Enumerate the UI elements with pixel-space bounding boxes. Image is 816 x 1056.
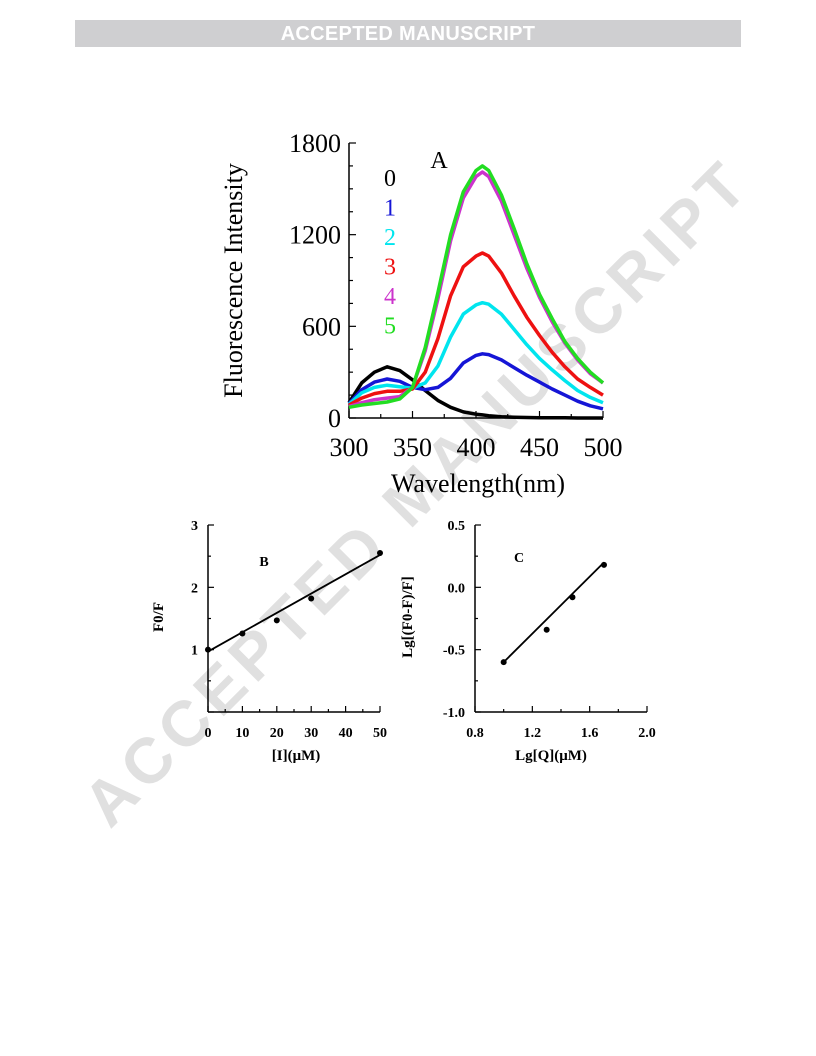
panel-a-legend-entry-5: 5 (384, 314, 396, 340)
accepted-manuscript-banner: ACCEPTED MANUSCRIPT (75, 20, 741, 47)
panel-b-x-tick-label: 0 (205, 726, 212, 741)
panel-b-label: B (259, 555, 268, 570)
panel-c-x-axis-label: Lg[Q](μM) (515, 748, 587, 764)
panel-b-x-axis-label: [I](μM) (272, 748, 320, 764)
panel-b-x-tick-label: 10 (235, 726, 249, 741)
panel-c-y-tick-label: -0.5 (443, 644, 465, 659)
panel-a-series-2-line (347, 300, 604, 406)
panel-b-fit-line (207, 554, 381, 653)
panel-b-data-point (377, 550, 383, 557)
panel-b-y-tick-label: 1 (191, 644, 198, 659)
panel-a-series-0-line (347, 365, 603, 420)
panel-b-y-axis-label: F0/F (151, 602, 167, 632)
panel-b-x-tick-label: 50 (373, 726, 387, 741)
panel-a-y-tick-label: 0 (328, 404, 341, 433)
panel-c-data-point (543, 626, 550, 633)
panel-c-data-point (500, 659, 507, 666)
panel-a-label: A (430, 148, 448, 174)
panel-c-x-tick-label: 0.8 (466, 726, 484, 741)
panel-c-chart: 0.5 0.0 -0.5 -1.00.8 1.2 1.6 2.0 Lg[Q](μM) Lg[(F… (400, 519, 656, 764)
panel-a-y-tick-label: 1800 (289, 129, 341, 158)
panel-b-y-tick-label: 3 (191, 519, 198, 534)
panel-a-x-tick-label: 300 (330, 433, 369, 462)
panel-a-x-tick-label: 500 (584, 433, 623, 462)
panel-c-y-tick-label: 0.5 (448, 519, 466, 534)
panel-a-legend-entry-2: 2 (384, 225, 396, 251)
panel-a-y-tick-label: 1200 (289, 221, 341, 250)
panel-a-x-axis-label: Wavelength(nm) (391, 469, 565, 498)
panel-c-y-tick-label: 0.0 (448, 581, 466, 596)
panel-a-x-tick-label: 450 (520, 433, 559, 462)
panel-c-y-axis-label: Lg[(F0-F)/F] (400, 576, 416, 658)
panel-a-y-tick-label: 600 (302, 312, 341, 341)
panel-b-x-tick-label: 20 (270, 726, 284, 741)
panel-b-data-point (308, 595, 315, 602)
panel-b-y-tick-label: 2 (191, 581, 198, 596)
panel-a-legend-entry-0: 0 (384, 166, 396, 192)
panel-b-data-point (273, 617, 280, 624)
panel-c-fit-line (503, 561, 605, 663)
panel-c-x-tick-label: 1.6 (581, 726, 599, 741)
panel-b-data-point (239, 630, 246, 637)
panel-c-data-point (601, 561, 607, 568)
panel-c-y-tick-label: -1.0 (443, 706, 465, 721)
panel-a-series-1-line (347, 352, 604, 411)
panel-c-x-tick-label: 2.0 (638, 726, 656, 741)
panel-a-legend-entry-1: 1 (384, 196, 396, 222)
panel-b-x-tick-label: 30 (304, 726, 318, 741)
panel-a-legend-entry-3: 3 (384, 255, 396, 281)
panel-a-series-3-line (348, 251, 604, 407)
panel-c-data-point (569, 594, 576, 601)
panel-a-series-5-line (348, 164, 605, 410)
panel-b-data-point (205, 646, 211, 653)
panel-a-legend-entry-4: 4 (384, 284, 396, 310)
panel-c-x-tick-label: 1.2 (524, 726, 542, 741)
panel-c-label: C (514, 551, 524, 566)
panel-a-x-tick-label: 400 (457, 433, 496, 462)
panel-a-y-axis-label: Fluorescence Intensity (219, 163, 248, 398)
panel-b-x-tick-label: 40 (339, 726, 353, 741)
panel-a-x-tick-label: 350 (393, 433, 432, 462)
